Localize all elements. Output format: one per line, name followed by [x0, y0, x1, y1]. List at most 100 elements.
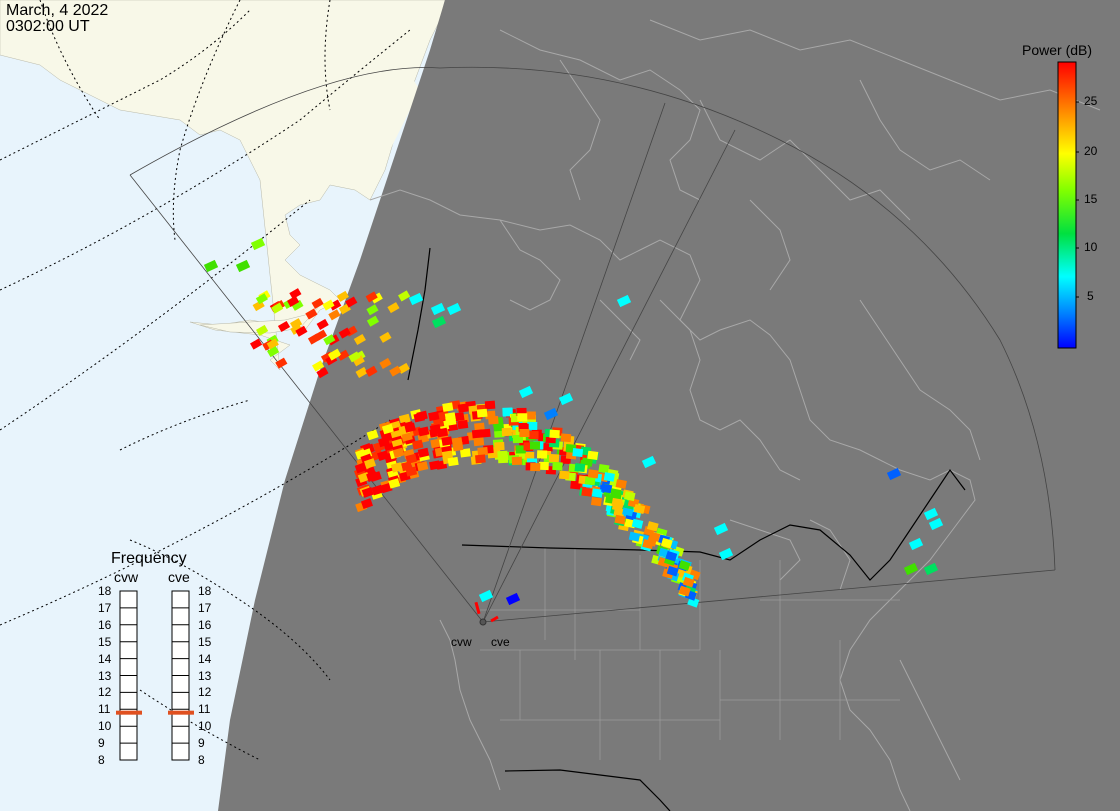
colorbar-title: Power (dB) [1022, 42, 1093, 58]
frequency-level-label: 18 [98, 584, 112, 598]
echo-cell [908, 537, 924, 551]
echo-cell [387, 302, 400, 314]
echo-cell [416, 410, 428, 421]
echo-cell [515, 445, 526, 454]
echo-cell [587, 469, 599, 479]
echo-cell [290, 318, 303, 330]
radar-label-cve[interactable]: cve [491, 635, 510, 649]
radar-site-marker[interactable] [479, 618, 487, 626]
echo-cell [490, 615, 499, 623]
echo-cell [451, 437, 463, 447]
echo-cell [366, 471, 379, 482]
echo-cell [363, 458, 377, 469]
radar-label-cvw[interactable]: cvw [451, 635, 472, 649]
frequency-level-label: 11 [98, 702, 111, 717]
echo-cell [322, 299, 335, 311]
echo-cell [353, 333, 366, 346]
date-label: March, 4 2022 [6, 2, 109, 19]
colorbar-tick-label: 10 [1084, 240, 1098, 254]
frequency-level-label: 17 [198, 600, 212, 615]
echo-cell [519, 428, 530, 438]
echo-cell [361, 486, 374, 498]
echo-cell [430, 438, 442, 449]
echo-cell [336, 290, 349, 302]
echo-cell [316, 318, 329, 330]
echo-cell [633, 503, 646, 515]
echo-cell [311, 297, 324, 309]
echo-cell [587, 450, 599, 460]
echo-cell [471, 429, 483, 439]
echo-cell [379, 331, 392, 343]
echo-cell [441, 436, 453, 446]
echo-cell [517, 413, 528, 422]
cvw-frequency-marker [116, 710, 142, 715]
echo-cell [445, 416, 457, 426]
frequency-level-label: 12 [198, 685, 212, 700]
echo-cell [442, 402, 454, 412]
echo-cell [570, 480, 581, 490]
frequency-level-label: 16 [98, 617, 112, 632]
echo-cell [505, 592, 521, 606]
echo-cell [408, 292, 424, 306]
frequency-level-label: 10 [98, 719, 112, 734]
echo-cell [560, 433, 572, 443]
echo-cell [255, 293, 268, 305]
echo-cell [271, 302, 284, 314]
echo-cell [713, 522, 729, 536]
echo-cell [398, 413, 411, 424]
echo-cell [628, 531, 641, 542]
echo-cell [429, 460, 441, 471]
echo-cell [493, 422, 504, 432]
echo-cell [682, 576, 695, 588]
echo-cell [312, 360, 325, 372]
echo-cell [474, 601, 481, 615]
echo-cell [323, 334, 336, 346]
echo-cell [429, 424, 442, 434]
echo-cell [405, 466, 418, 477]
frequency-level-label: 9 [198, 736, 205, 751]
echo-cell [687, 596, 700, 608]
colorbar-tick-label: 20 [1084, 144, 1098, 158]
echo-cell [476, 408, 488, 418]
echo-cell [389, 365, 402, 377]
echo-cell [494, 441, 505, 451]
echo-cell [581, 487, 593, 497]
echo-cell [256, 324, 269, 336]
echo-cell [528, 430, 539, 440]
night-side-terminator [218, 0, 1120, 811]
echo-cell [484, 400, 496, 410]
frequency-level-label: 16 [198, 617, 212, 632]
echo-cell [250, 237, 266, 251]
echo-cell [538, 461, 549, 471]
echo-cell [552, 461, 563, 471]
frequency-cve-label: cve [168, 569, 190, 585]
coordinate-grid [0, 0, 411, 761]
cve-frequency-marker [168, 710, 194, 715]
colorbar [1057, 61, 1077, 349]
echo-cell [475, 454, 486, 464]
echo-cell [316, 367, 329, 379]
echo-cell [497, 454, 509, 464]
echo-cell [678, 585, 691, 597]
echo-cell [536, 450, 548, 459]
colorbar-tick-label: 5 [1087, 289, 1094, 303]
echo-cell [457, 403, 469, 413]
frequency-level-label: 14 [98, 651, 112, 666]
echo-cell [923, 507, 939, 521]
echo-cell [474, 422, 485, 432]
frequency-level-label: 9 [98, 736, 105, 751]
echo-cell [614, 514, 626, 525]
echo-cell [502, 407, 513, 416]
echo-cell [289, 288, 302, 300]
echo-cell [478, 589, 494, 603]
echo-cell [337, 349, 350, 361]
echo-cell [666, 565, 679, 577]
echo-cell [624, 491, 636, 502]
echo-cell [267, 346, 280, 358]
frequency-level-label: 10 [198, 719, 212, 734]
echo-cell [329, 299, 342, 311]
echo-cell [447, 456, 459, 467]
echo-cell [352, 355, 365, 367]
frequency-cvw-label: cvw [114, 569, 139, 585]
